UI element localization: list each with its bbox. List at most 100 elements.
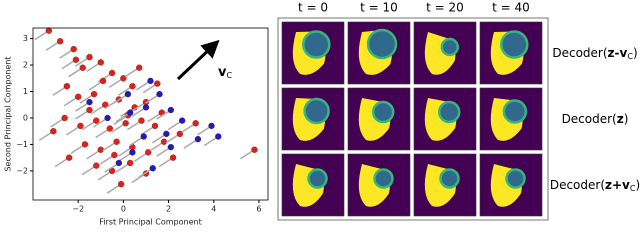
point bbox=[178, 117, 186, 124]
chamber bbox=[366, 28, 398, 60]
row-label-bold: z+v bbox=[605, 178, 630, 192]
point bbox=[149, 165, 156, 172]
row-label: Decoder(z-vC) bbox=[552, 46, 637, 61]
point bbox=[129, 149, 136, 156]
point bbox=[147, 77, 154, 85]
point bbox=[56, 38, 64, 45]
point bbox=[194, 135, 202, 143]
point bbox=[163, 130, 170, 137]
point bbox=[120, 75, 127, 82]
point bbox=[81, 141, 89, 148]
column-label: t = 40 bbox=[492, 1, 530, 15]
chamber bbox=[371, 100, 395, 124]
point bbox=[215, 133, 222, 140]
row-label: Decoder(z+vC) bbox=[550, 178, 640, 193]
row-label-end: ) bbox=[624, 112, 629, 126]
point bbox=[127, 109, 134, 116]
plot-frame bbox=[32, 27, 269, 201]
point bbox=[106, 125, 113, 132]
point bbox=[75, 93, 82, 100]
point bbox=[145, 149, 152, 156]
annotation-text: v bbox=[218, 65, 227, 80]
row-label-text: Decoder( bbox=[552, 46, 607, 60]
point bbox=[61, 114, 68, 122]
point bbox=[151, 122, 159, 130]
point bbox=[70, 46, 77, 53]
figure: −2 0 2 4 6 −2 −1 0 1 2 3 First Principal Component S… bbox=[4, 1, 640, 227]
point bbox=[176, 130, 184, 137]
point bbox=[99, 77, 107, 85]
row-label-text: Decoder( bbox=[550, 178, 605, 192]
point bbox=[108, 69, 116, 77]
chamber bbox=[502, 99, 528, 124]
x-axis-label: First Principal Component bbox=[99, 218, 201, 227]
grid-frame bbox=[277, 17, 549, 221]
y-tick-label: 2 bbox=[23, 61, 28, 70]
row-label-text: Decoder( bbox=[562, 112, 617, 126]
point bbox=[142, 104, 150, 111]
chamber bbox=[373, 168, 394, 189]
y-tick-label: −2 bbox=[16, 166, 28, 175]
point bbox=[113, 138, 120, 145]
x-tick-label: 6 bbox=[256, 205, 261, 214]
point bbox=[138, 117, 145, 124]
annotation-sub: C bbox=[226, 71, 232, 80]
y-tick-label: 0 bbox=[23, 113, 28, 122]
point bbox=[115, 159, 123, 167]
chamber bbox=[302, 30, 331, 59]
row-label-sub: C bbox=[630, 184, 636, 193]
point bbox=[251, 146, 258, 153]
chamber bbox=[303, 97, 330, 125]
row-label-bold: z-v bbox=[608, 46, 628, 60]
arrow bbox=[176, 39, 220, 81]
point bbox=[79, 64, 86, 71]
column-label: t = 10 bbox=[360, 1, 398, 15]
point bbox=[86, 106, 93, 114]
point bbox=[93, 162, 100, 169]
chamber bbox=[440, 37, 460, 57]
point bbox=[63, 83, 71, 90]
chamber bbox=[500, 30, 529, 59]
point bbox=[140, 133, 147, 140]
point bbox=[127, 159, 134, 167]
point bbox=[154, 80, 161, 87]
y-tick-label: 3 bbox=[23, 34, 28, 43]
column-label: t = 20 bbox=[426, 1, 464, 15]
x-tick-label: 2 bbox=[166, 205, 171, 214]
point bbox=[169, 154, 177, 161]
x-tick-label: −2 bbox=[72, 205, 84, 214]
y-tick-label: 1 bbox=[23, 87, 28, 96]
point bbox=[124, 91, 132, 98]
row-label: Decoder(z) bbox=[562, 112, 629, 126]
point bbox=[117, 180, 125, 188]
x-tick-label: 4 bbox=[211, 205, 216, 214]
y-tick-label: −1 bbox=[16, 140, 28, 149]
chamber bbox=[505, 168, 526, 189]
point bbox=[136, 64, 143, 71]
point bbox=[167, 143, 174, 151]
point bbox=[129, 83, 136, 90]
point bbox=[104, 114, 111, 122]
point bbox=[90, 91, 98, 98]
point bbox=[122, 120, 129, 127]
chamber bbox=[437, 100, 461, 124]
column-label: t = 0 bbox=[298, 1, 328, 15]
row-label-end: ) bbox=[635, 178, 640, 192]
point bbox=[208, 122, 215, 130]
row-label-end: ) bbox=[633, 46, 638, 60]
chamber bbox=[439, 168, 460, 189]
point bbox=[86, 98, 93, 106]
point bbox=[50, 128, 57, 135]
point bbox=[86, 53, 93, 61]
point bbox=[97, 59, 104, 66]
point bbox=[77, 122, 84, 130]
row-label-bold: z bbox=[617, 112, 624, 126]
annotation: vC bbox=[218, 65, 232, 80]
point bbox=[66, 154, 73, 161]
point bbox=[45, 27, 52, 34]
point bbox=[93, 117, 100, 124]
y-axis-label: Second Principal Component bbox=[4, 56, 13, 171]
row-label-sub: C bbox=[627, 52, 633, 61]
point bbox=[156, 91, 163, 98]
chamber bbox=[307, 168, 328, 189]
